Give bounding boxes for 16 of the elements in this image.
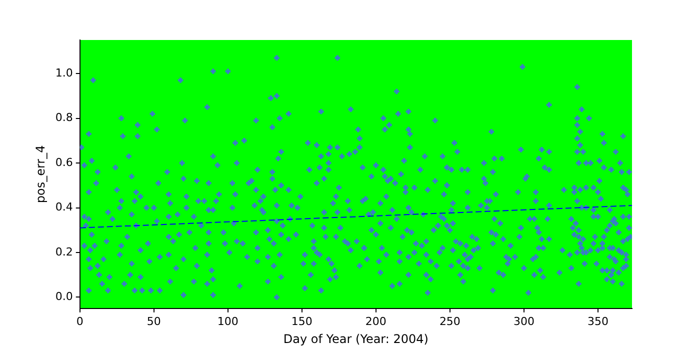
x-tick-label: 300 [513, 314, 534, 328]
y-tick-label: 0.2 [55, 245, 73, 258]
x-tick-label: 350 [587, 314, 608, 328]
y-tick-label: 1.0 [55, 66, 73, 80]
x-tick-label: 200 [365, 314, 386, 328]
y-tick-label: 0.8 [55, 111, 73, 124]
x-tick-label: 250 [439, 314, 460, 328]
y-tick-label: 0.4 [55, 200, 73, 214]
x-tick-label: 0 [76, 314, 84, 328]
x-tick-label: 50 [146, 314, 161, 328]
x-tick-label: 150 [291, 314, 312, 328]
x-tick-label: 100 [217, 314, 238, 328]
x-axis-title: Day of Year (Year: 2004) [283, 332, 428, 346]
y-axis-title: pos_err_4 [33, 145, 48, 204]
y-tick-label: 0.6 [55, 156, 73, 169]
y-tick-label: 0.0 [55, 290, 73, 304]
